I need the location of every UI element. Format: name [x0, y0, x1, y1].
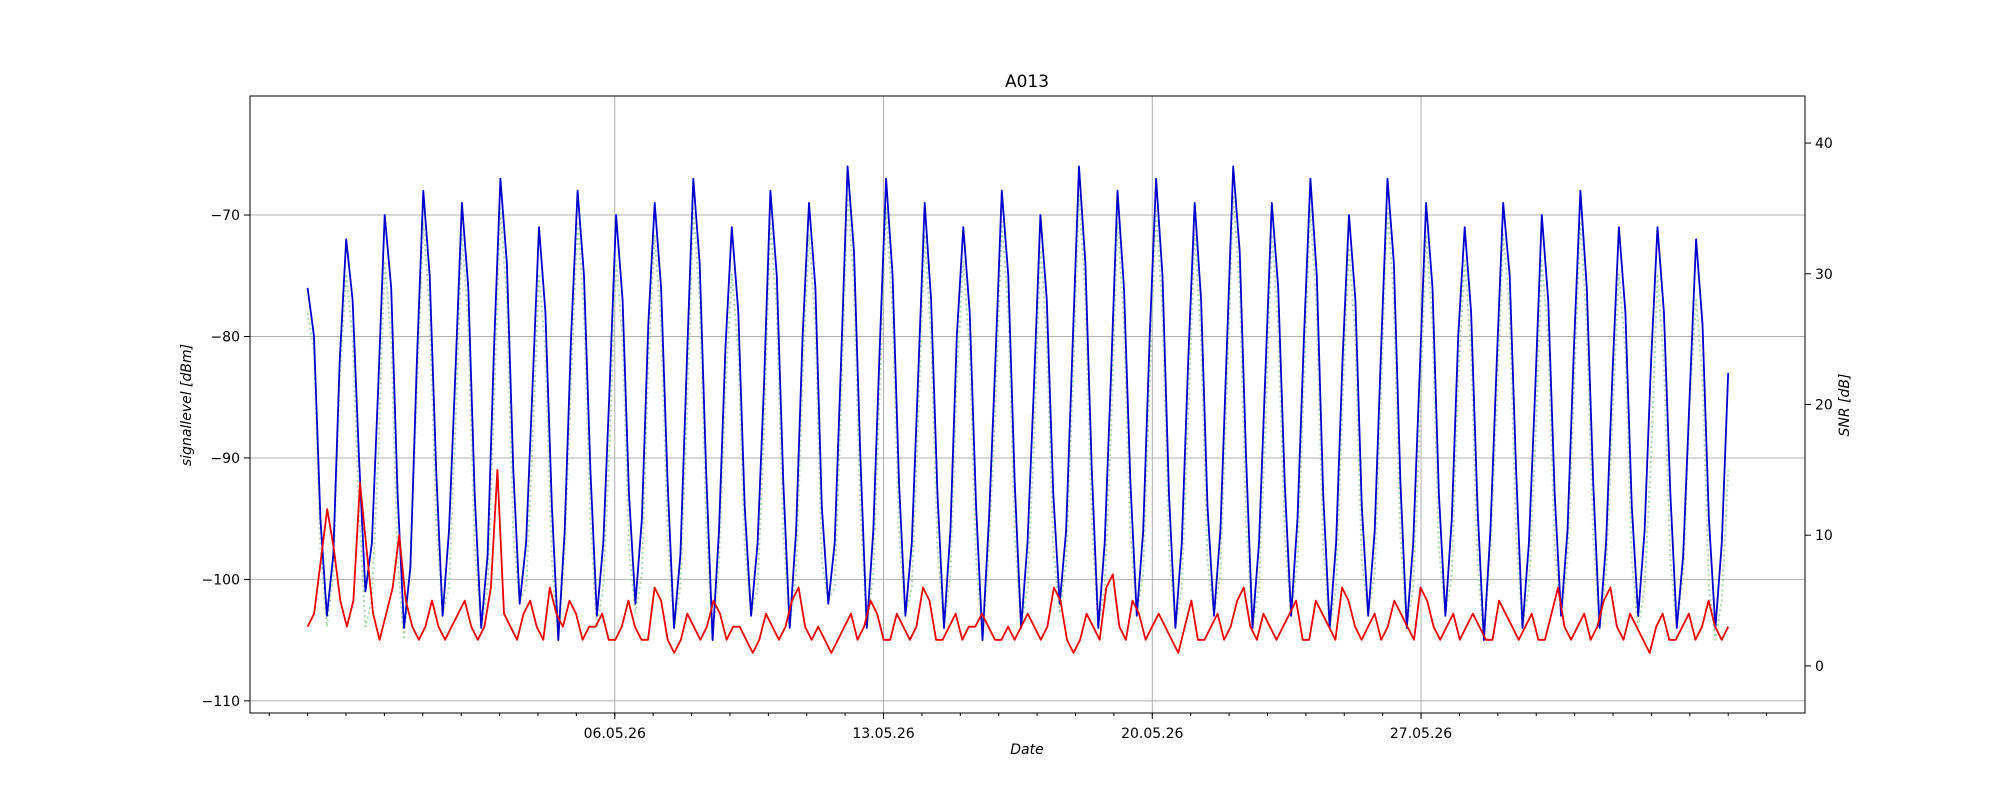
y-right-tick-label: 40 — [1815, 136, 1833, 152]
series-group — [306, 165, 1730, 654]
signal-level-line — [306, 165, 1730, 641]
x-axis-label: Date — [1010, 742, 1043, 758]
y-left-tick-label: −80 — [210, 329, 240, 345]
y-axis-right: 0 10 20 30 40 — [1805, 136, 1833, 675]
snr-line — [306, 468, 1730, 654]
y-left-tick-label: −90 — [210, 451, 240, 467]
x-tick-label: 13.05.26 — [852, 726, 914, 742]
y-right-tick-label: 0 — [1815, 659, 1824, 675]
y-axis-right-label: SNR [dB] — [1837, 374, 1853, 437]
y-right-tick-label: 30 — [1815, 267, 1833, 283]
chart-title: A013 — [1005, 72, 1049, 92]
y-axis-left-label: signallevel [dBm] — [179, 344, 195, 466]
y-left-tick-label: −100 — [202, 572, 240, 588]
y-axis-left: −110 −100 −90 −80 −70 — [202, 208, 250, 710]
y-right-tick-label: 20 — [1815, 398, 1833, 414]
x-tick-label: 06.05.26 — [584, 726, 646, 742]
y-left-tick-label: −70 — [210, 208, 240, 224]
y-left-tick-label: −110 — [202, 694, 240, 710]
x-tick-label: 27.05.26 — [1390, 726, 1452, 742]
x-tick-label: 20.05.26 — [1121, 726, 1183, 742]
y-right-tick-label: 10 — [1815, 528, 1833, 544]
grid-lines — [250, 96, 1805, 713]
x-axis: 06.05.26 13.05.26 20.05.26 27.05.26 — [268, 713, 1768, 742]
